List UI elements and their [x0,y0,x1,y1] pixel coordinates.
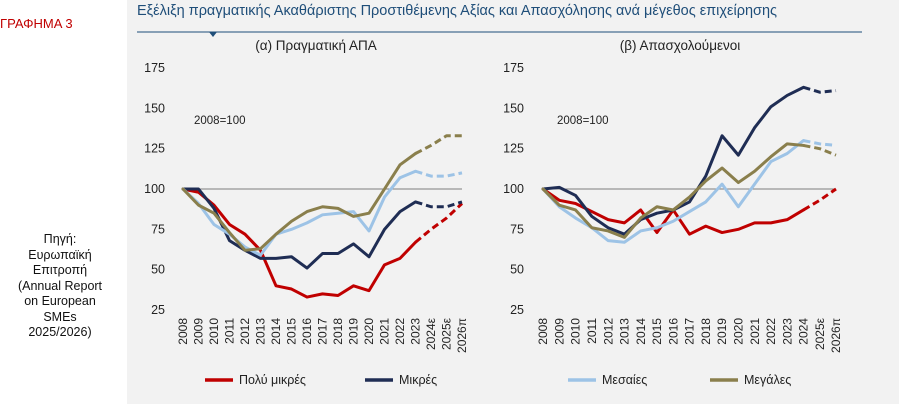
x-tick-label: 2026π [829,318,843,353]
x-tick-label: 2022 [393,318,407,345]
x-tick-label: 2008 [176,318,190,345]
x-tick-label: 2021 [378,318,392,345]
source-line: Πηγή: [43,232,77,246]
x-tick-label: 2019 [347,318,361,345]
chart-title: (β) Απασχολούμενοι [620,38,741,53]
source-line: (Annual Report [17,278,103,293]
series-forecast-very_small [802,187,837,212]
series-line-very_small [541,187,805,236]
chart-panel [127,0,899,404]
x-tick-label: 2010 [569,318,583,345]
x-tick-label: 2011 [585,318,599,344]
chart-title: (α) Πραγματική ΑΠΑ [255,38,376,53]
x-tick-label: 2013 [618,318,632,345]
legend-item-very_small: Πολύ μικρές [205,373,306,387]
y-tick-label: 25 [510,303,524,317]
y-tick-label: 150 [144,101,165,115]
source-line: SMEs [43,309,77,324]
series-line-large [181,152,417,252]
legend-label: Μεσαίες [602,373,647,387]
legend-item-large: Μεγάλες [710,373,791,387]
series-forecast-small [415,200,463,209]
x-tick-label: 2014 [269,318,283,345]
legend-item-small: Μικρές [365,373,437,387]
x-tick-label: 2012 [238,318,252,345]
legend-label: Μικρές [399,373,437,387]
x-tick-label: 2021 [748,318,762,345]
x-tick-label: 2025ε [440,317,454,350]
legend-label: Πολύ μικρές [239,373,306,387]
x-tick-label: 2020 [732,318,746,345]
x-tick-label: 2016 [300,318,314,345]
x-tick-label: 2010 [207,318,221,345]
y-tick-label: 75 [151,222,165,236]
x-tick-label: 2009 [192,318,206,345]
x-tick-label: 2015 [650,318,664,345]
base-year-annotation: 2008=100 [557,115,609,127]
y-tick-label: 175 [144,61,165,75]
legend-label: Μεγάλες [744,373,791,387]
x-tick-label: 2017 [683,318,697,345]
x-tick-label: 2022 [764,318,778,345]
source-line: Επιτροπή [32,263,88,277]
y-tick-label: 125 [144,142,165,156]
y-tick-label: 125 [503,142,524,156]
x-tick-label: 2011 [223,318,237,344]
x-tick-label: 2016 [666,318,680,345]
y-tick-label: 25 [151,303,165,317]
x-tick-label: 2013 [254,318,268,345]
legend-item-medium: Μεσαίες [568,373,647,387]
y-tick-label: 150 [503,101,524,115]
series-forecast-large [803,143,837,157]
series-forecast-small [803,85,837,94]
series-line-large [541,142,805,239]
series-forecast-medium [803,139,837,147]
x-tick-label: 2023 [409,318,423,345]
x-tick-label: 2015 [285,318,299,345]
y-tick-label: 100 [503,182,524,196]
figure-title: Εξέλιξη πραγματικής Ακαθάριστης Προστιθέ… [137,3,778,19]
series-line-very_small [181,187,417,299]
figure-label: ΓΡΑΦΗΜΑ 3 [0,16,73,31]
y-tick-label: 175 [503,61,524,75]
x-tick-label: 2024ε [424,317,438,350]
x-tick-label: 2017 [316,318,330,345]
series-forecast-medium [415,169,463,178]
x-tick-label: 2018 [331,318,345,345]
y-tick-label: 75 [510,222,524,236]
x-tick-label: 2014 [634,318,648,345]
x-tick-label: 2024 [797,318,811,345]
x-tick-label: 2020 [362,318,376,345]
series-forecast-large [414,134,462,155]
x-tick-label: 2018 [699,318,713,345]
chart-panel-employment: (β) Απασχολούμενοι 25 50 75 100 125 150 175 2008… [503,38,843,353]
y-tick-label: 50 [151,263,165,277]
y-tick-label: 50 [510,263,524,277]
x-tick-label: 2019 [715,318,729,345]
series-line-medium [541,139,805,244]
series-forecast-very_small [414,202,464,244]
source-line: 2025/2026) [28,325,92,339]
left-column: ΓΡΑΦΗΜΑ 3 Πηγή: Ευρωπαϊκή Επιτροπή (Annu… [0,0,127,404]
x-tick-label: 2009 [552,318,566,345]
x-tick-label: 2023 [780,318,794,345]
x-tick-label: 2025ε [813,317,827,350]
x-tick-label: 2008 [536,318,550,345]
source-line: on European [24,294,96,308]
x-tick-label: 2012 [601,318,615,345]
y-tick-label: 100 [144,182,165,196]
series-line-medium [181,169,417,257]
base-year-annotation: 2008=100 [194,115,246,127]
title-rule-notch [209,32,217,37]
x-tick-label: 2026π [455,318,469,353]
source-note: Πηγή: Ευρωπαϊκή Επιτροπή (Annual Report … [0,232,120,341]
source-line: Ευρωπαϊκή [28,247,92,262]
chart-panel-gva: (α) Πραγματική ΑΠΑ 25 50 75 100 125 150 175 2008… [144,38,469,353]
